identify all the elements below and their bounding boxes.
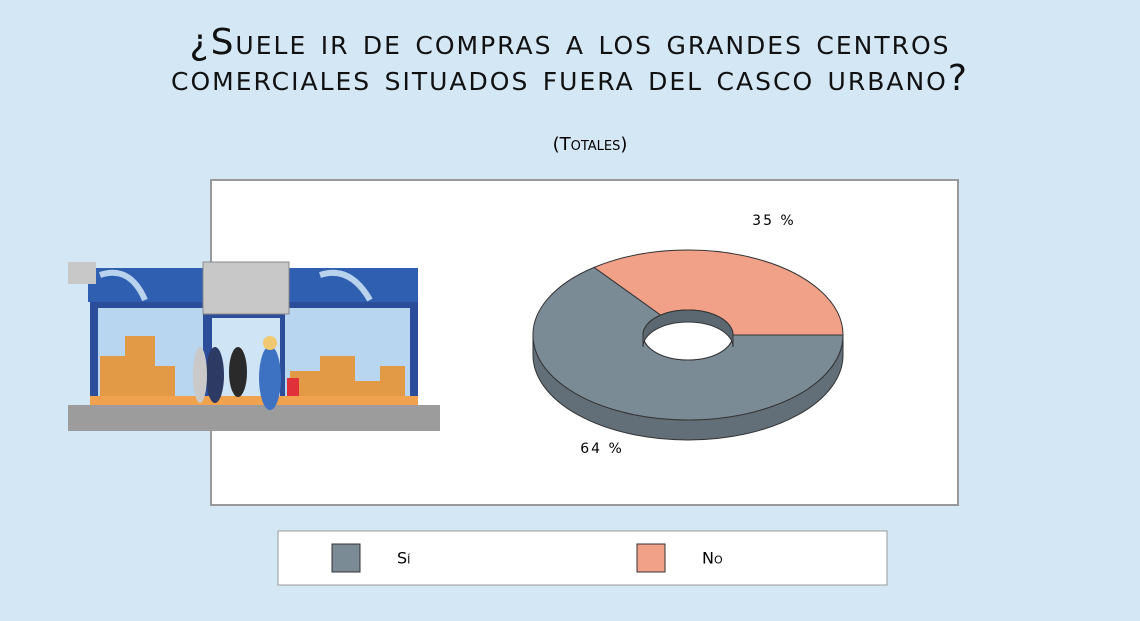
legend-label: Sí <box>397 549 410 568</box>
legend-swatch <box>331 543 361 573</box>
data-label: 35 % <box>752 213 796 229</box>
chart-title-line: comerciales situados fuera del casco urb… <box>171 58 969 99</box>
data-label: 64 % <box>580 441 624 457</box>
hole-wall <box>642 309 734 348</box>
legend-label: No <box>702 549 723 568</box>
legend-swatch <box>636 543 666 573</box>
store-illustration <box>68 261 440 431</box>
pie: 64 % 35 % <box>532 213 844 457</box>
chart-title-line: ¿Suele ir de compras a los grandes centr… <box>189 22 951 63</box>
legend: Sí No <box>331 543 723 573</box>
chart-subtitle: (Totales) <box>553 134 628 155</box>
legend-frame <box>277 530 888 586</box>
